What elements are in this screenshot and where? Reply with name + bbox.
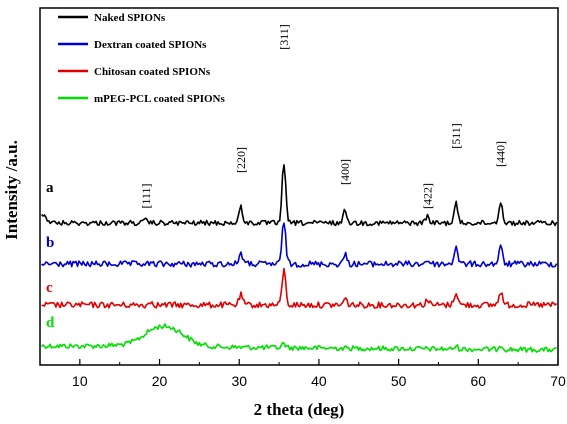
peak-label-5: [511] bbox=[449, 123, 463, 149]
x-tick-label-4: 50 bbox=[391, 373, 407, 389]
legend-label-d: mPEG-PCL coated SPIONs bbox=[94, 93, 225, 105]
y-axis-label: Intensity /a.u. bbox=[2, 140, 21, 240]
x-tick-label-2: 30 bbox=[231, 373, 247, 389]
peak-label-0: [111] bbox=[139, 183, 153, 208]
trace-letter-b: b bbox=[46, 235, 54, 251]
legend: Naked SPIONs Dextran coated SPIONs Chitosa… bbox=[58, 12, 225, 105]
series-line-c bbox=[41, 267, 558, 309]
x-tick-label-3: 40 bbox=[311, 373, 327, 389]
plot-frame bbox=[39, 7, 559, 366]
x-axis: 10 20 30 40 50 60 70 bbox=[39, 359, 566, 389]
peak-label-6: [440] bbox=[494, 141, 508, 167]
trace-letters: a b c d bbox=[46, 180, 55, 331]
x-tick-label-6: 70 bbox=[550, 373, 566, 389]
series-line-a bbox=[41, 164, 558, 227]
trace-letter-d: d bbox=[46, 315, 55, 331]
peak-label-2: [311] bbox=[277, 24, 291, 50]
peak-labels: [111] [220] [311] [400] [422] [511] [440] bbox=[139, 24, 508, 209]
legend-label-b: Dextran coated SPIONs bbox=[94, 39, 207, 51]
series-line-d bbox=[40, 323, 557, 353]
peak-label-4: [422] bbox=[420, 183, 434, 209]
trace-letter-a: a bbox=[46, 180, 54, 196]
x-axis-label: 2 theta (deg) bbox=[254, 400, 345, 419]
legend-label-c: Chitosan coated SPIONs bbox=[94, 66, 211, 78]
trace-group bbox=[40, 164, 558, 353]
series-line-b bbox=[41, 222, 558, 268]
peak-label-3: [400] bbox=[338, 159, 352, 185]
trace-letter-c: c bbox=[46, 280, 53, 296]
legend-label-a: Naked SPIONs bbox=[94, 12, 166, 24]
peak-label-1: [220] bbox=[234, 147, 248, 173]
x-tick-label-5: 60 bbox=[471, 373, 487, 389]
x-tick-label-1: 20 bbox=[152, 373, 168, 389]
x-tick-label-0: 10 bbox=[72, 373, 88, 389]
